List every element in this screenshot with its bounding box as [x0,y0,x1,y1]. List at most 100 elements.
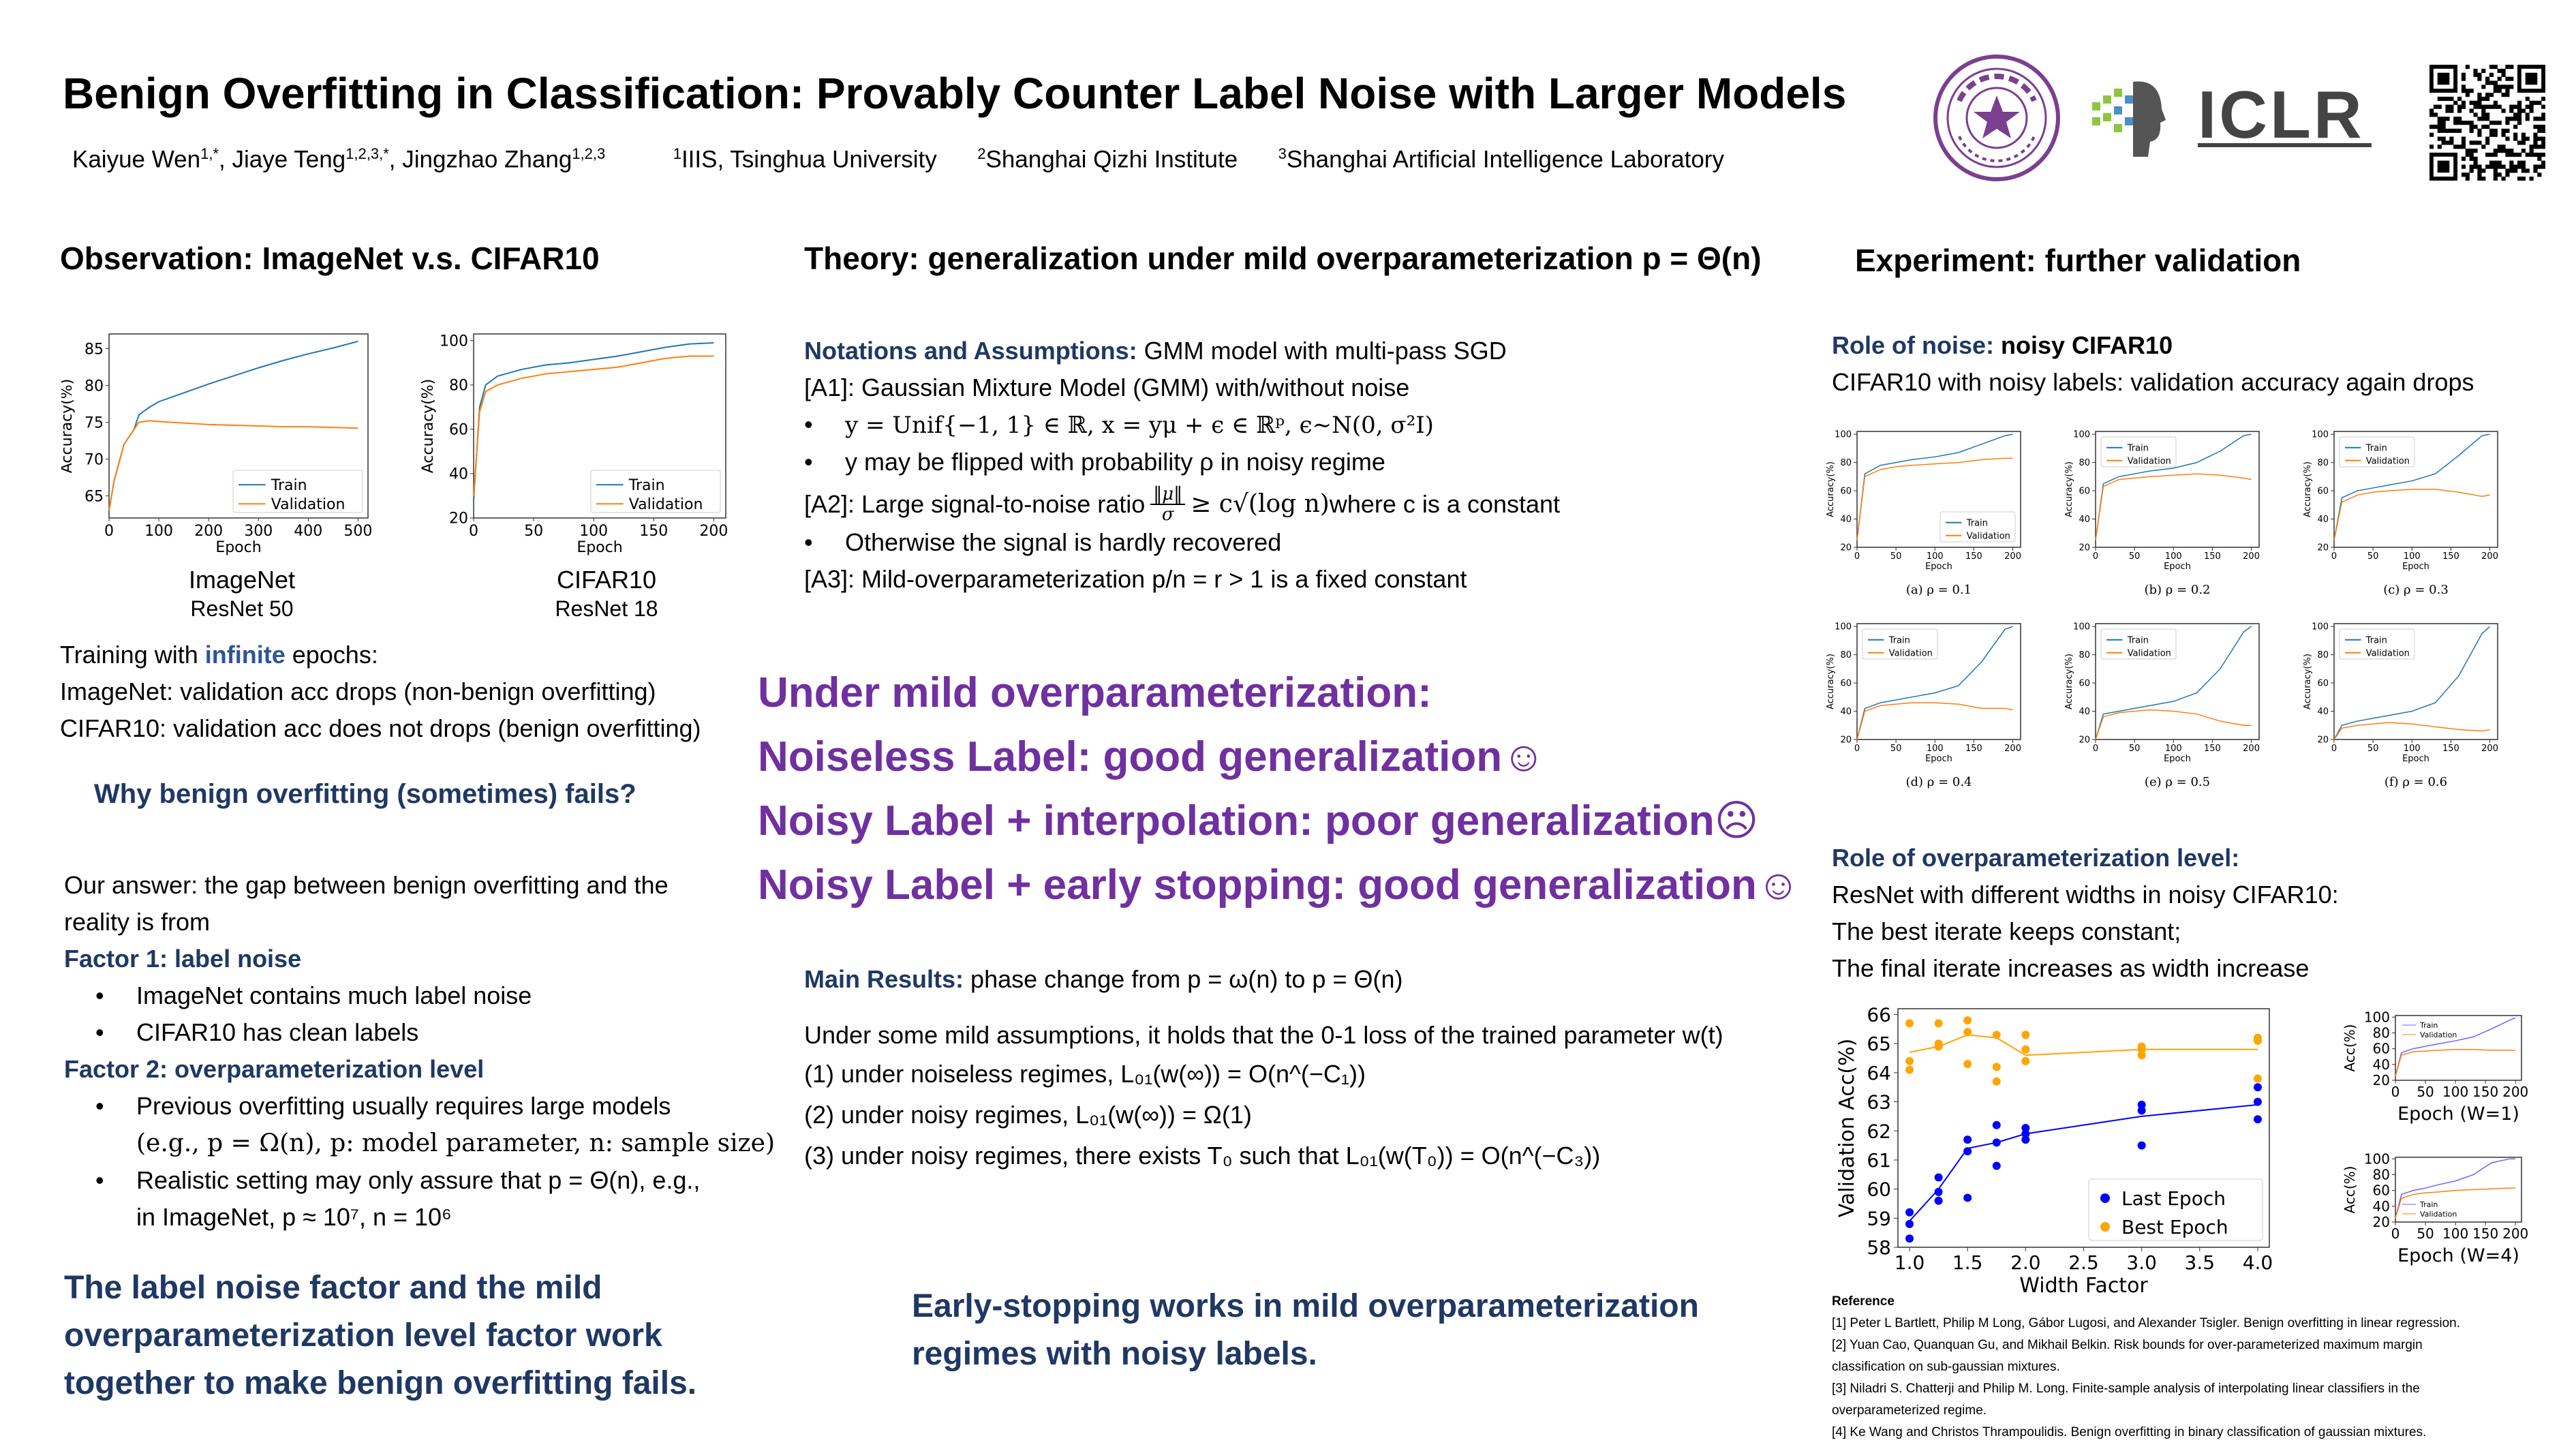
qr-module [2513,132,2518,137]
qr-module [2493,152,2498,157]
qr-module [2541,144,2545,149]
qr-module [2505,172,2510,177]
plot-frame [1856,431,2021,548]
y-axis-label: Acc(%) [2342,1024,2358,1072]
qr-module [2477,172,2482,177]
qr-module [2529,108,2534,113]
x-axis-label: Epoch [2402,562,2429,572]
qr-module [2493,100,2498,105]
data-point [1905,1065,1914,1074]
plot-frame [108,333,369,519]
y-tick-label: 61 [1867,1149,1891,1172]
data-point [1992,1031,2001,1039]
y-tick-label: 40 [1840,515,1852,525]
claim-line: Noiseless Label: good generalization☺ [758,733,1546,780]
series-line-validation [1856,457,2013,540]
qr-module [2429,124,2434,129]
y-tick-label: 80 [85,378,104,395]
qr-module [2501,132,2506,137]
qr-module [2473,160,2478,165]
qr-code[interactable] [2429,65,2545,181]
y-tick-label: 60 [2317,679,2329,689]
references-block: Reference [1] Peter L Bartlett, Philip M… [1832,1291,2460,1444]
qr-module [2481,117,2486,121]
qr-module [2493,121,2498,125]
overparam-label: Role of overparameterization level: [1832,844,2240,872]
x-tick-label: 50 [2417,1084,2434,1100]
qr-module [2541,96,2545,102]
assumption-a1: [A1]: Gaussian Mixture Model (GMM) with/… [804,373,1410,401]
qr-module [2473,149,2478,153]
conclusion-line: overparameterization level factor work [64,1317,662,1354]
qr-module [2461,85,2466,89]
qr-module [2481,124,2486,129]
data-point [1963,1028,1972,1037]
qr-module [2457,96,2462,102]
qr-module [2481,168,2486,173]
conclusion-line: regimes with noisy labels. [912,1336,1317,1372]
qr-module [2465,121,2470,125]
qr-module [2497,149,2502,153]
qr-module [2481,108,2486,113]
assumption-a2: [A2]: Large signal-to-noise ratio ‖μ‖ σ … [804,485,1560,524]
qr-module [2541,160,2545,165]
x-tick-label: 150 [2204,744,2221,754]
data-point [2137,1051,2146,1060]
y-tick-label: 20 [2373,1072,2390,1088]
data-point [1963,1193,1972,1202]
data-point [1905,1019,1914,1028]
series-line-validation [2333,722,2490,740]
theory-heading: Theory: generalization under mild overpa… [804,241,1762,276]
qr-module [2489,128,2494,133]
qr-module [2441,96,2446,102]
reference-item: [3] Niladri S. Chatterji and Philip M. L… [1832,1382,2420,1396]
qr-module [2457,117,2462,121]
qr-module [2477,177,2482,181]
x-tick-label: 150 [1965,551,1982,562]
y-tick-label: 20 [2317,735,2329,746]
qr-module [2469,168,2474,173]
qr-module [2501,164,2506,169]
qr-module [2513,168,2518,173]
y-tick-label: 100 [1835,430,1852,440]
reference-item: [2] Yuan Cao, Quanquan Gu, and Mikhail B… [1832,1338,2423,1352]
qr-module [2473,140,2478,145]
data-point [1963,1135,1972,1144]
legend-label: Validation [629,496,703,513]
data-point [1992,1077,2001,1086]
author-name: Jiaye Teng [232,146,346,173]
legend-box [2339,436,2415,468]
qr-module [2469,124,2474,129]
data-point [1934,1187,1943,1196]
legend-box [2339,628,2415,660]
qr-module [2481,85,2486,89]
series-line-validation [2095,473,2252,540]
qr-module [2461,121,2466,125]
series-line-train [2333,626,2491,740]
y-tick-label: 80 [2317,458,2329,468]
main-results-block: Main Results: phase change from p = ω(n)… [804,961,1723,1176]
qr-module [2513,136,2518,141]
y-tick-label: 100 [440,333,468,350]
author-name: Kaiyue Wen [72,146,201,173]
data-point [1963,1147,1972,1156]
x-axis-label: Width Factor [2019,1274,2148,1298]
x-tick-label: 200 [2481,744,2498,754]
qr-module [2469,152,2474,157]
qr-module [2497,172,2502,177]
x-tick-label: 150 [2472,1084,2498,1100]
conclusion-line: Early-stopping works in mild overparamet… [912,1288,1699,1324]
x-tick-label: 50 [2129,744,2141,754]
qr-module [2477,117,2482,121]
noise-block: Role of noise: noisy CIFAR10 CIFAR10 wit… [1832,327,2474,401]
qr-module [2537,144,2542,149]
qr-module [2509,76,2514,81]
y-tick-label: 40 [2317,515,2329,525]
a2-rhs: ≥ c√(log n) [1191,490,1330,518]
y-tick-label: 63 [1867,1091,1891,1114]
qr-module [2525,136,2530,141]
x-tick-label: 200 [2502,1225,2528,1242]
qr-module [2461,89,2466,93]
qr-module [2509,152,2514,157]
y-tick-label: 64 [1867,1062,1891,1084]
